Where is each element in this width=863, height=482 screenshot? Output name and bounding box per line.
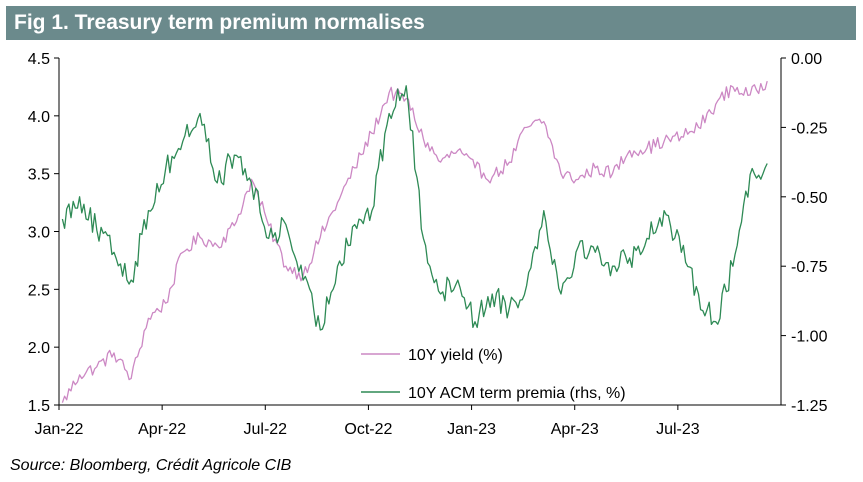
right-tick-label: -0.25 [791,120,828,137]
x-tick-label: Jul-22 [243,421,287,438]
x-tick-label: Apr-22 [138,421,186,438]
left-tick-label: 4.5 [28,51,50,68]
title-bar: Fig 1. Treasury term premium normalises [6,6,856,40]
x-tick-label: Jan-22 [35,421,84,438]
left-tick-label: 3.0 [28,225,50,242]
series-line-10y-yield [61,80,768,403]
right-tick-label: -1.00 [791,329,828,346]
series-line-acm-term-premia [61,85,768,331]
right-tick-label: -0.50 [791,190,828,207]
left-tick-label: 3.5 [28,167,50,184]
x-tick-label: Jan-23 [447,421,496,438]
right-tick-label: -0.75 [791,259,828,276]
left-tick-label: 1.5 [28,398,50,415]
source-note: Source: Bloomberg, Crédit Agricole CIB [10,457,292,474]
left-tick-label: 2.0 [28,340,50,357]
chart-title: Fig 1. Treasury term premium normalises [14,11,425,34]
right-tick-label: -1.25 [791,398,828,415]
x-tick-label: Jul-23 [656,421,700,438]
left-tick-label: 4.0 [28,109,50,126]
x-tick-label: Oct-22 [344,421,392,438]
right-tick-label: 0.00 [791,51,822,68]
legend-label: 10Y ACM term premia (rhs, %) [408,385,626,402]
legend-label: 10Y yield (%) [408,347,503,364]
x-tick-label: Apr-23 [551,421,599,438]
left-tick-label: 2.5 [28,282,50,299]
